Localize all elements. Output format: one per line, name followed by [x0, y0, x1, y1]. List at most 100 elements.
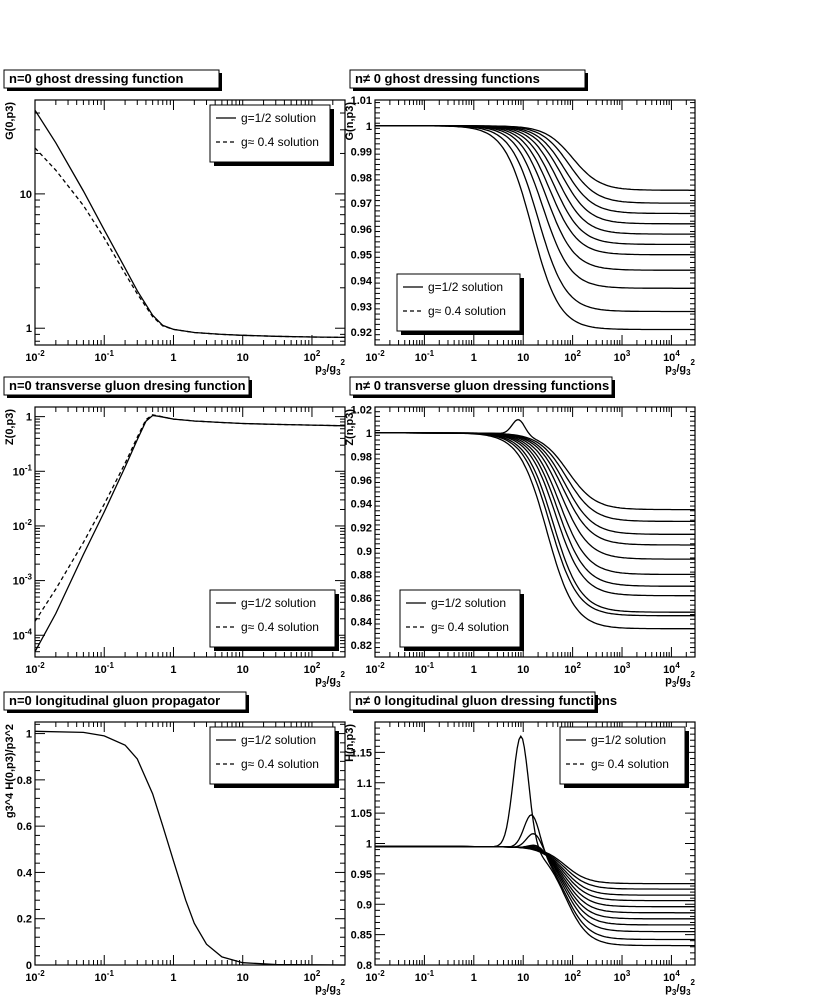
- tick-exp: -1: [25, 463, 33, 472]
- y-tick-label: 1: [366, 121, 372, 133]
- series-line-11: [375, 845, 695, 885]
- x-tick-label: 104: [663, 969, 680, 984]
- tick-exp: -1: [107, 661, 115, 670]
- chart-title: n≠ 0 longitudinal gluon dressing functio…: [355, 693, 617, 708]
- tick-base: 10: [304, 972, 316, 984]
- y-tick-label: 0.92: [351, 327, 372, 339]
- legend-box: [399, 589, 521, 648]
- x-tick-label: 10-1: [95, 349, 115, 364]
- axl-p: p: [665, 983, 672, 995]
- axl-sub: 3: [686, 680, 691, 689]
- tick-exp: -1: [427, 349, 435, 358]
- x-tick-label: 102: [304, 661, 321, 676]
- tick-exp: 3: [626, 661, 631, 670]
- y-tick-label: 1: [366, 839, 372, 851]
- y-tick-label: 1.1: [357, 778, 372, 790]
- legend-box: [209, 589, 336, 648]
- y-tick-label: 0.92: [351, 522, 372, 534]
- axl-sup: 2: [691, 978, 696, 987]
- y-tick-label: 1.01: [351, 95, 372, 107]
- series-line-1: [34, 414, 346, 653]
- axl-p: p: [665, 363, 672, 375]
- y-tick-label: 0.6: [17, 821, 32, 833]
- legend-label: g≈ 0.4 solution: [241, 135, 319, 149]
- series-line-1: [34, 730, 346, 966]
- series-line-8: [375, 845, 695, 902]
- legend-box: [559, 726, 686, 785]
- series-line-7: [375, 845, 695, 908]
- y-tick-label: 0.97: [351, 198, 372, 210]
- y-tick-label: 0.4: [17, 867, 33, 879]
- tick-exp: 3: [626, 349, 631, 358]
- x-tick-label: 10-2: [365, 661, 385, 676]
- y-tick-label: 10-1: [13, 463, 33, 478]
- series-line-5: [375, 845, 695, 920]
- x-tick-label: 10-2: [25, 969, 45, 984]
- y-tick-label: 10: [20, 189, 32, 201]
- tick-base: 10: [365, 972, 377, 984]
- tick-base: 10: [415, 972, 427, 984]
- plot-frame: [374, 99, 696, 346]
- x-tick-label: 103: [614, 969, 631, 984]
- y-axis-label: Z(n,p3): [344, 409, 356, 446]
- x-tick-label: 10-2: [25, 349, 45, 364]
- tick-exp: 3: [626, 969, 631, 978]
- tick-exp: -1: [107, 969, 115, 978]
- tick-exp: -2: [378, 349, 386, 358]
- series-line-7: [375, 125, 695, 235]
- tick-exp: 2: [577, 969, 582, 978]
- tick-exp: -2: [25, 518, 33, 527]
- y-tick-label: 0.94: [351, 499, 373, 511]
- y-tick-label: 0.86: [351, 593, 372, 605]
- chart-title: n≠ 0 ghost dressing functions: [355, 71, 540, 86]
- x-axis-label: p3/g32: [665, 978, 695, 997]
- axl-sub: 3: [336, 988, 341, 997]
- x-tick-label: 10-1: [415, 349, 435, 364]
- title-box: [349, 376, 613, 396]
- y-tick-label: 0.93: [351, 301, 372, 313]
- legend-label: g=1/2 solution: [431, 596, 506, 610]
- tick-exp: -2: [378, 969, 386, 978]
- axl-p: p: [315, 675, 322, 687]
- legend-box: [396, 273, 521, 332]
- tick-exp: 2: [577, 661, 582, 670]
- y-tick-label: 10-4: [13, 627, 33, 642]
- legend-label: g≈ 0.4 solution: [428, 304, 506, 318]
- y-axis-label: G(0,p3): [4, 102, 16, 140]
- y-tick-label: 10-3: [13, 573, 33, 588]
- tick-base: 10: [564, 352, 576, 364]
- tick-base: 10: [304, 664, 316, 676]
- tick-base: 10: [365, 352, 377, 364]
- axl-p: p: [315, 983, 322, 995]
- x-tick-label: 103: [614, 661, 631, 676]
- x-tick-label: 102: [304, 349, 321, 364]
- x-axis-label: p3/g32: [315, 358, 345, 377]
- tick-exp: 2: [316, 661, 321, 670]
- tick-base: 10: [13, 521, 25, 533]
- y-axis-label: Z(0,p3): [4, 409, 16, 445]
- chart-panel-3: n=0 transverse gluon dresing function10-…: [3, 376, 346, 689]
- y-tick-label: 0.8: [357, 960, 372, 972]
- plot-frame: [34, 721, 346, 966]
- tick-base: 10: [13, 576, 25, 588]
- y-tick-label: 1.15: [351, 747, 372, 759]
- x-tick-label: 10: [237, 972, 249, 984]
- axl-sub: 3: [336, 368, 341, 377]
- x-tick-label: 102: [564, 349, 581, 364]
- series-line-6: [375, 432, 695, 576]
- tick-exp: 2: [577, 349, 582, 358]
- y-tick-label: 0.95: [351, 250, 372, 262]
- y-tick-label: 0: [26, 960, 32, 972]
- legend-label: g=1/2 solution: [241, 111, 316, 125]
- x-tick-label: 10-1: [95, 969, 115, 984]
- y-tick-label: 1: [366, 428, 372, 440]
- tick-base: 10: [304, 352, 316, 364]
- tick-base: 10: [95, 664, 107, 676]
- tick-base: 10: [13, 630, 25, 642]
- x-tick-label: 104: [663, 661, 680, 676]
- tick-exp: -4: [25, 627, 33, 636]
- axl-sup: 2: [691, 358, 696, 367]
- axl-g: /g: [676, 675, 686, 687]
- axl-p: p: [315, 363, 322, 375]
